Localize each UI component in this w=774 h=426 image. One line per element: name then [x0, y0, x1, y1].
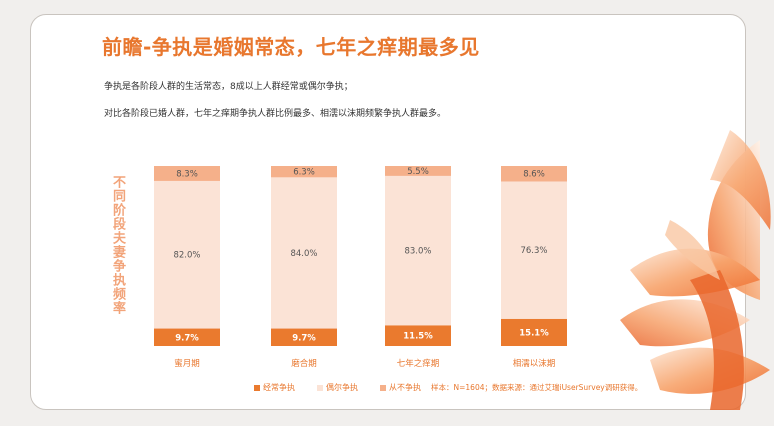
- legend-label-never: 从不争执: [389, 383, 421, 392]
- legend-swatch-never: [380, 384, 386, 391]
- description-line-1: 争执是各阶段人群的生活常态，8成以上人群经常或偶尔争执；: [104, 82, 353, 92]
- bar-never-adjustment: [271, 166, 337, 178]
- bar-never-companionship: [501, 166, 567, 182]
- bar-never-seven-year-itch: [385, 166, 451, 176]
- category-label-adjustment: 磨合期: [291, 358, 317, 369]
- bar-occasional-adjustment: [271, 177, 337, 329]
- legend-item-never: 从不争执: [380, 382, 421, 393]
- bar-frequent-companionship: [501, 318, 567, 346]
- description-line-2: 对比各阶段已婚人群，七年之痒期争执人群比例最多、相濡以沫期频繁争执人群最多。: [104, 109, 447, 119]
- bar-occasional-companionship: [501, 181, 567, 319]
- data-label-frequent-adjustment: 9.7%: [292, 333, 316, 343]
- y-axis-label: 不同阶段夫妻争执频率: [110, 175, 125, 315]
- category-label-companionship: 相濡以沫期: [513, 358, 556, 369]
- legend-label-frequent: 经常争执: [263, 383, 295, 392]
- decorative-flower-image: [620, 130, 771, 410]
- data-label-never-honeymoon: 8.3%: [176, 169, 198, 179]
- category-label-seven-year-itch: 七年之痒期: [397, 358, 440, 369]
- bar-frequent-adjustment: [271, 328, 337, 346]
- category-label-honeymoon: 蜜月期: [174, 358, 200, 369]
- bar-occasional-honeymoon: [154, 180, 220, 329]
- legend-swatch-occasional: [317, 384, 323, 391]
- legend-swatch-frequent: [254, 384, 260, 391]
- data-label-occasional-honeymoon: 82.0%: [173, 251, 200, 261]
- legend-item-frequent: 经常争执: [254, 382, 295, 393]
- data-label-frequent-seven-year-itch: 11.5%: [403, 332, 433, 342]
- data-label-frequent-honeymoon: 9.7%: [175, 333, 199, 343]
- data-label-occasional-adjustment: 84.0%: [290, 249, 317, 259]
- data-label-frequent-companionship: 15.1%: [519, 328, 549, 338]
- bar-never-honeymoon: [154, 166, 220, 181]
- data-label-occasional-companionship: 76.3%: [520, 246, 547, 256]
- chart-legend: 经常争执 偶尔争执 从不争执 样本：N=1604；数据来源：通过艾瑞iUserS…: [254, 382, 642, 393]
- bar-frequent-honeymoon: [154, 328, 220, 346]
- bar-occasional-seven-year-itch: [385, 175, 451, 326]
- data-label-never-adjustment: 6.3%: [293, 168, 315, 178]
- source-note: 样本：N=1604；数据来源：通过艾瑞iUserSurvey调研获得。: [431, 383, 643, 392]
- bar-frequent-seven-year-itch: [385, 325, 451, 346]
- data-label-occasional-seven-year-itch: 83.0%: [404, 247, 431, 257]
- data-label-never-companionship: 8.6%: [523, 170, 545, 180]
- legend-item-occasional: 偶尔争执: [317, 382, 358, 393]
- data-label-never-seven-year-itch: 5.5%: [407, 167, 429, 177]
- legend-label-occasional: 偶尔争执: [326, 383, 358, 392]
- page-title: 前瞻-争执是婚姻常态，七年之痒期最多见: [102, 35, 480, 59]
